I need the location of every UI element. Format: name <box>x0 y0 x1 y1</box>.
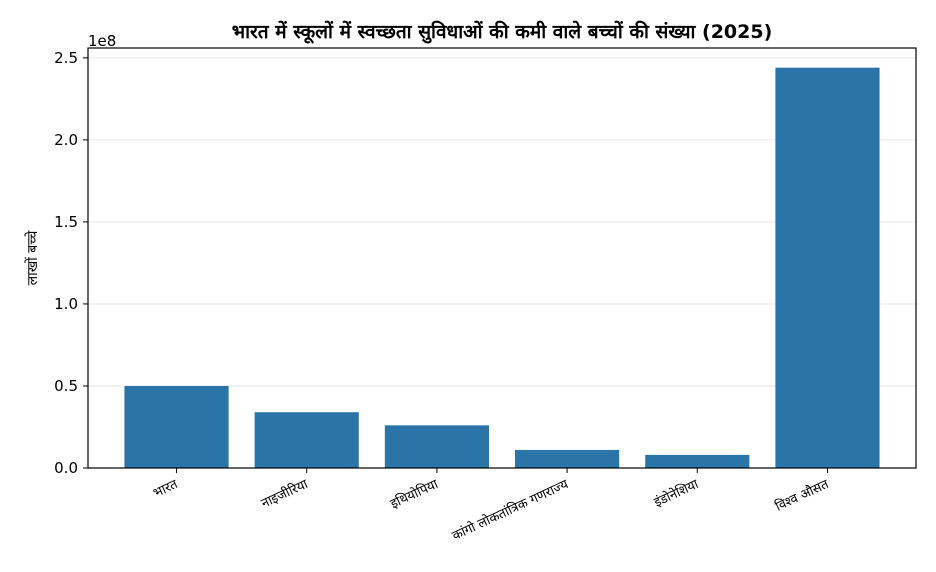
y-tick-label: 1.5 <box>54 213 78 231</box>
y-axis-label: लाखों बच्चे <box>24 229 41 285</box>
bar <box>775 67 880 468</box>
bar <box>384 425 489 468</box>
bars <box>124 67 880 468</box>
y-tick-label: 1.0 <box>54 295 78 313</box>
plot-frame <box>87 47 917 469</box>
bar <box>645 454 750 468</box>
y-axis-offset-text: 1e8 <box>88 32 116 50</box>
bar <box>124 385 229 468</box>
y-tick-label: 2.5 <box>54 49 78 67</box>
y-tick-label: 0.5 <box>54 377 78 395</box>
y-tick-label: 0.0 <box>54 459 78 477</box>
bar <box>515 449 620 468</box>
y-axis-ticks: 0.0 0.5 1.0 1.5 2.0 2.5 <box>54 49 88 477</box>
chart-title: भारत में स्कूलों में स्वच्छता सुविधाओं क… <box>232 20 773 44</box>
y-tick-label: 2.0 <box>54 131 78 149</box>
bar <box>254 412 359 468</box>
